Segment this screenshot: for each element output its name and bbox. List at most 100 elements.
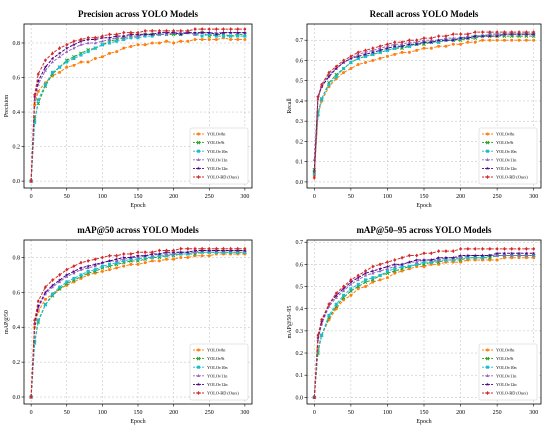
data-point [136,36,140,40]
data-point [422,257,426,262]
series-yolo-bd-ours [29,27,247,184]
data-point [36,306,40,310]
data-point [71,42,76,47]
data-point [235,30,240,35]
data-point [393,257,397,262]
data-point [458,36,463,40]
y-axis-label: mAP@50–95 [287,306,293,339]
data-point [229,27,233,32]
data-point [114,257,119,261]
x-tick-label: 50 [64,410,70,416]
data-point [43,290,48,294]
data-point [143,255,147,259]
data-point [451,255,456,260]
data-point [429,251,433,256]
chart-title: Precision across YOLO Models [78,9,199,19]
data-point [122,259,126,263]
data-point [214,250,218,254]
data-point [100,55,104,59]
data-point [229,38,233,42]
legend-item: YOLOv12n [193,166,228,171]
data-point [502,30,506,35]
legend-item: YOLOv10n [482,365,517,370]
data-point [342,71,346,75]
data-point [165,39,168,43]
data-point [342,289,346,293]
data-point [150,32,155,36]
y-tick-label: 0.6 [13,290,21,296]
data-point [502,246,506,251]
data-point [429,46,433,50]
data-point [495,246,499,251]
data-point [58,46,62,51]
data-point [121,34,126,38]
legend-label: YOLOv8n [207,132,226,137]
data-point [50,56,55,61]
series-line [30,249,245,398]
legend: YOLOv8n YOLOv9t YOLOv10n YOLOv11n YOLOv12n YO… [478,127,538,185]
y-tick-label: 0.2 [296,139,304,145]
data-point [129,34,133,38]
data-point [465,253,470,258]
data-point [349,60,353,64]
legend-label: YOLOv8n [496,348,515,353]
data-point [236,250,240,254]
legend-item: YOLOv8n [482,132,515,137]
data-point [122,46,126,50]
data-point [100,269,104,273]
data-point [108,268,111,272]
data-point [86,50,90,54]
data-point [43,82,47,86]
data-point [466,246,470,251]
data-point [200,27,204,32]
data-point [466,40,470,44]
data-point [524,38,528,42]
data-point [150,259,154,263]
data-point [444,44,448,48]
data-point [86,266,90,270]
data-point [370,269,375,273]
data-point [43,65,48,69]
data-point [86,258,90,263]
legend-marker [486,132,489,136]
legend-marker [486,157,489,161]
data-point [517,38,521,42]
legend-marker [196,166,201,171]
data-point [429,257,434,262]
y-tick-label: 0.0 [296,395,304,401]
data-point [349,67,353,71]
data-point [517,30,521,35]
x-tick-label: 250 [205,194,214,200]
data-point [136,255,140,259]
data-point [150,253,154,257]
series-yolo-bd-ours [29,246,247,400]
y-tick-label: 0.7 [296,38,304,44]
data-point [385,269,389,273]
data-point [122,264,126,268]
data-point [136,257,140,261]
legend-item: YOLOv11n [482,157,517,162]
data-point [214,32,219,36]
data-point [400,44,404,48]
data-point [393,40,397,45]
data-point [179,28,183,33]
legend-label: YOLOv11n [496,373,517,378]
x-tick-label: 100 [98,194,107,200]
data-point [64,272,69,277]
y-tick-label: 0.4 [13,325,21,331]
data-point [371,276,375,280]
data-point [221,30,226,35]
data-point [179,252,183,256]
x-tick-label: 150 [134,410,143,416]
data-point [356,273,360,278]
data-point [400,269,404,273]
data-point [93,57,97,61]
data-point [437,258,441,262]
data-point [58,279,62,284]
data-point [407,42,412,46]
data-point [451,249,455,254]
legend-label: YOLOv8n [496,132,515,137]
x-tick-label: 200 [456,194,465,200]
legend-marker [486,149,489,153]
legend-item: YOLOv9t [482,356,514,361]
